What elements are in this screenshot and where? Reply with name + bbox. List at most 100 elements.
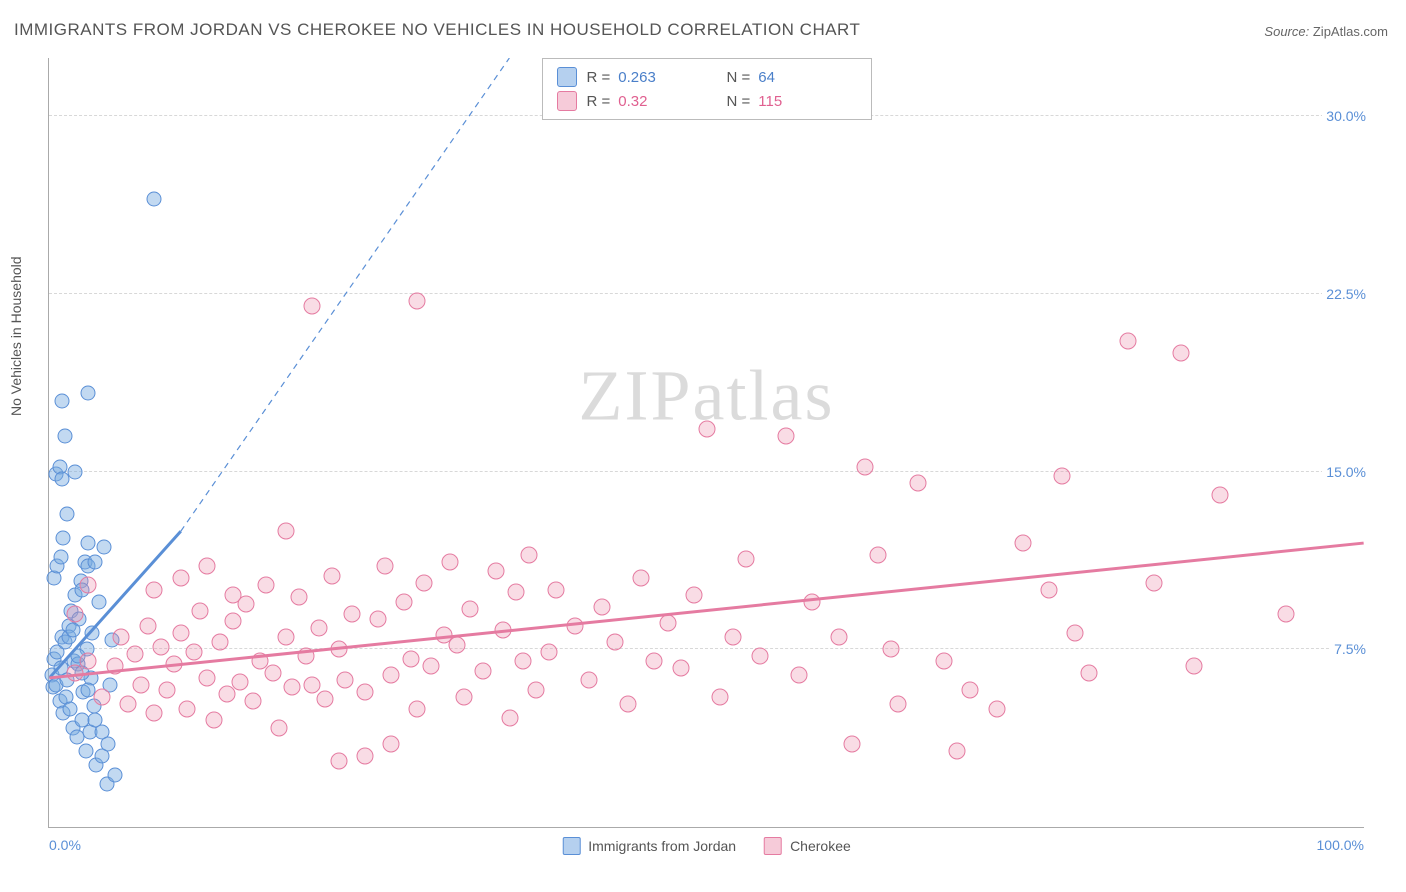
data-point-pink (330, 752, 347, 769)
data-point-pink (777, 428, 794, 445)
data-point-blue (65, 623, 80, 638)
data-point-pink (442, 553, 459, 570)
data-point-pink (593, 598, 610, 615)
swatch-blue-icon (562, 837, 580, 855)
data-point-pink (488, 563, 505, 580)
data-point-pink (521, 546, 538, 563)
data-point-blue (88, 554, 103, 569)
data-point-pink (172, 624, 189, 641)
chart-title: IMMIGRANTS FROM JORDAN VS CHEROKEE NO VE… (14, 20, 860, 40)
data-point-pink (883, 641, 900, 658)
data-point-pink (396, 593, 413, 610)
data-point-pink (935, 653, 952, 670)
data-point-pink (416, 574, 433, 591)
data-point-blue (92, 594, 107, 609)
data-point-pink (804, 593, 821, 610)
legend-row-blue: R =0.263 N =64 (557, 65, 857, 89)
data-point-blue (57, 429, 72, 444)
data-point-pink (1146, 574, 1163, 591)
gridline (49, 648, 1364, 649)
correlation-legend: R =0.263 N =64 R =0.32 N =115 (542, 58, 872, 120)
data-point-pink (462, 601, 479, 618)
ytick-label: 15.0% (1322, 464, 1370, 480)
data-point-pink (646, 653, 663, 670)
data-point-blue (107, 767, 122, 782)
data-point-pink (356, 747, 373, 764)
data-point-pink (1054, 468, 1071, 485)
r-value-pink: 0.32 (618, 93, 647, 110)
xtick-label: 0.0% (49, 837, 81, 853)
data-point-blue (101, 737, 116, 752)
data-point-pink (422, 657, 439, 674)
data-point-pink (501, 710, 518, 727)
data-point-pink (1278, 605, 1295, 622)
data-point-pink (672, 660, 689, 677)
r-value-blue: 0.263 (618, 69, 656, 86)
data-point-pink (725, 629, 742, 646)
data-point-pink (139, 617, 156, 634)
scatter-plot: ZIPatlas R =0.263 N =64 R =0.32 N =115 I… (48, 58, 1364, 828)
data-point-pink (580, 672, 597, 689)
data-point-pink (179, 700, 196, 717)
data-point-blue (78, 744, 93, 759)
ytick-label: 30.0% (1322, 108, 1370, 124)
source-attribution: Source: ZipAtlas.com (1264, 24, 1388, 39)
data-point-pink (291, 589, 308, 606)
data-point-pink (356, 683, 373, 700)
data-point-pink (949, 743, 966, 760)
data-point-pink (988, 700, 1005, 717)
data-point-pink (244, 693, 261, 710)
legend-label-pink: Cherokee (790, 838, 851, 854)
data-point-pink (1172, 345, 1189, 362)
data-point-pink (738, 551, 755, 568)
data-point-pink (508, 584, 525, 601)
data-point-blue (63, 701, 78, 716)
gridline (49, 471, 1364, 472)
data-point-blue (85, 625, 100, 640)
source-value: ZipAtlas.com (1313, 24, 1388, 39)
data-point-pink (699, 420, 716, 437)
data-point-pink (67, 605, 84, 622)
data-point-pink (1014, 534, 1031, 551)
data-point-pink (620, 695, 637, 712)
data-point-blue (55, 393, 70, 408)
data-point-pink (323, 567, 340, 584)
data-point-pink (685, 586, 702, 603)
data-point-pink (751, 648, 768, 665)
data-point-pink (271, 719, 288, 736)
legend-item-blue: Immigrants from Jordan (562, 837, 736, 855)
data-point-pink (198, 558, 215, 575)
n-value-blue: 64 (758, 69, 775, 86)
data-point-blue (56, 530, 71, 545)
data-point-pink (1212, 487, 1229, 504)
data-point-pink (133, 676, 150, 693)
data-point-blue (53, 549, 68, 564)
legend-label-blue: Immigrants from Jordan (588, 838, 736, 854)
watermark-zip: ZIP (579, 356, 693, 436)
data-point-blue (68, 464, 83, 479)
data-point-pink (277, 522, 294, 539)
data-point-pink (409, 700, 426, 717)
data-point-pink (1067, 624, 1084, 641)
data-point-pink (212, 634, 229, 651)
data-point-pink (264, 665, 281, 682)
data-point-pink (962, 681, 979, 698)
data-point-pink (172, 570, 189, 587)
data-point-pink (304, 676, 321, 693)
legend-row-pink: R =0.32 N =115 (557, 89, 857, 113)
data-point-pink (712, 688, 729, 705)
data-point-pink (310, 620, 327, 637)
data-point-pink (185, 643, 202, 660)
data-point-pink (80, 653, 97, 670)
data-point-pink (231, 674, 248, 691)
source-label: Source: (1264, 24, 1309, 39)
data-point-pink (1120, 333, 1137, 350)
data-point-pink (159, 681, 176, 698)
data-point-pink (376, 558, 393, 575)
y-axis-label: No Vehicles in Household (8, 256, 24, 416)
data-point-pink (527, 681, 544, 698)
swatch-pink-icon (764, 837, 782, 855)
data-point-pink (383, 667, 400, 684)
data-point-pink (258, 577, 275, 594)
data-point-pink (889, 695, 906, 712)
